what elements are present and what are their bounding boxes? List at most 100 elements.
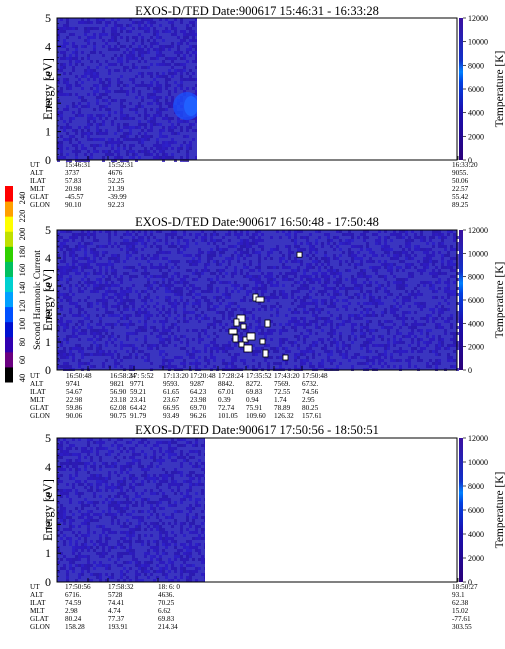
orbit-cell: 17:20:48 (190, 372, 216, 380)
orbit-cell: 23.98 (190, 396, 207, 404)
harmonic-color-step (5, 366, 13, 383)
panel-title: EXOS-D/TED Date:900617 15:46:31 - 16:33:… (135, 4, 379, 18)
harmonic-tick-label: 240 (17, 192, 27, 205)
orbit-cell: 4.74 (108, 607, 121, 615)
y-tick-label: 4 (45, 460, 51, 474)
saturated-cell (259, 338, 266, 345)
y-tick-label: 4 (45, 39, 51, 53)
y-axis-label: Energy [eV] (41, 58, 55, 120)
y-tick-label: 3 (45, 489, 51, 503)
orbit-cell: 62.38 (452, 599, 469, 607)
saturated-cell (262, 349, 269, 358)
orbit-cell: 8272. (246, 380, 262, 388)
orbit-cell: 69.83 (158, 615, 175, 623)
orbit-cell: 9821 (110, 380, 125, 388)
orbit-cell: 90.75 (110, 412, 127, 420)
colorbar-tick-label: 0 (468, 366, 472, 375)
harmonic-color-step (5, 276, 13, 293)
orbit-cell: 6732. (302, 380, 318, 388)
plot-frame (56, 17, 458, 161)
orbit-cell: 0.39 (218, 396, 231, 404)
colorbar-tick-label: 4000 (468, 530, 484, 539)
orbit-cell: 15:46:31 (65, 161, 91, 169)
orbit-cell: -39.99 (108, 193, 127, 201)
colorbar-tick-label: 4000 (468, 319, 484, 328)
orbit-row-label: UT (30, 161, 40, 169)
orbit-cell: 74.41 (108, 599, 125, 607)
orbit-cell: 15.02 (452, 607, 469, 615)
feature-mark (184, 96, 198, 117)
orbit-cell: 17: 5:52 (130, 372, 154, 380)
orbit-row-label: ALT (30, 169, 44, 177)
saturated-cell (282, 354, 289, 361)
colorbar-tick-label: 4000 (468, 109, 484, 118)
orbit-cell: 9287 (190, 380, 205, 388)
colorbar-tick-label: 12000 (468, 226, 488, 235)
orbit-cell: 2.95 (302, 396, 315, 404)
orbit-cell: 72.55 (274, 388, 291, 396)
y-tick-label: 5 (45, 223, 51, 237)
y-tick-label: 3 (45, 68, 51, 82)
saturated-cell (296, 251, 303, 258)
orbit-cell: 66.95 (163, 404, 180, 412)
orbit-cell: 54.67 (66, 388, 83, 396)
orbit-cell: 67.01 (218, 388, 235, 396)
orbit-cell: 23.41 (130, 396, 147, 404)
harmonic-color-step (5, 321, 13, 338)
heatmap-data (57, 230, 459, 371)
orbit-cell: 64.42 (130, 404, 147, 412)
colorbar-tick-label: 6000 (468, 85, 484, 94)
orbit-cell: 9741 (66, 380, 81, 388)
orbit-cell: 21.39 (108, 185, 125, 193)
y-tick-label: 1 (45, 125, 51, 139)
colorbar-tick-label: 2000 (468, 343, 484, 352)
panel-title: EXOS-D/TED Date:900617 16:50:48 - 17:50:… (135, 215, 379, 229)
orbit-cell: 9771 (130, 380, 145, 388)
orbit-row-label: ILAT (30, 388, 46, 396)
orbit-cell: 18:50:27 (452, 583, 478, 591)
orbit-cell: 57.83 (65, 177, 82, 185)
harmonic-color-step (5, 336, 13, 353)
orbit-cell: 77.37 (108, 615, 125, 623)
harmonic-colorbar: 40 60 80 100 120 140 160 180 200 220 240 Second Har… (5, 186, 43, 383)
harmonic-color-step (5, 216, 13, 232)
harmonic-tick-label: 180 (17, 246, 27, 259)
orbit-cell: 22.98 (66, 396, 83, 404)
orbit-row-label: GLAT (30, 615, 49, 623)
orbit-cell: 17:35:52 (246, 372, 272, 380)
orbit-cell: 89.25 (452, 201, 469, 209)
orbit-cell: 17:58:32 (108, 583, 134, 591)
plot-frame (56, 437, 458, 583)
orbit-row-label: UT (30, 372, 40, 380)
orbit-cell: 1.74 (274, 396, 287, 404)
orbit-cell: 90.06 (66, 412, 83, 420)
harmonic-color-step (5, 231, 13, 247)
orbit-row-label: ILAT (30, 599, 46, 607)
saturated-cell (264, 319, 271, 328)
orbit-cell: 101.05 (218, 412, 238, 420)
y-tick-label: 2 (45, 517, 51, 531)
colorbar-tick-label: 2000 (468, 132, 484, 141)
orbit-cell: 59.86 (66, 404, 83, 412)
y-tick-label: 2 (45, 307, 51, 321)
orbit-cell: 59.21 (130, 388, 147, 396)
saturated-cell (255, 296, 265, 303)
orbit-cell: -45.57 (65, 193, 84, 201)
orbit-cell: 15:52:31 (108, 161, 134, 169)
orbit-cell: 7569. (274, 380, 290, 388)
orbit-cell: 109.60 (246, 412, 266, 420)
temperature-colorbar (459, 230, 463, 370)
orbit-cell: 16:33:20 (452, 161, 478, 169)
heatmap-data (57, 438, 207, 582)
heatmap-data (57, 18, 201, 162)
y-tick-label: 0 (45, 153, 51, 167)
orbit-row-label: UT (30, 583, 40, 591)
y-tick-label: 0 (45, 575, 51, 589)
y-tick-label: 4 (45, 251, 51, 265)
panel-1: EXOS-D/TED Date:900617 15:46:31 - 16:33:… (30, 4, 505, 209)
harmonic-color-step (5, 246, 13, 262)
orbit-cell: 5728 (108, 591, 123, 599)
